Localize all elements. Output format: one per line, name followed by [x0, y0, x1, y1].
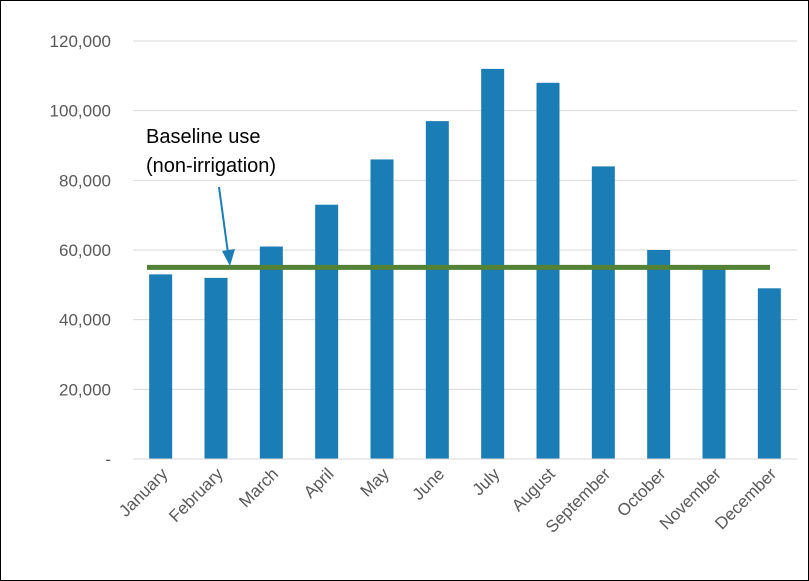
baseline-annotation: Baseline use (non-irrigation): [146, 126, 276, 266]
annotation-arrow-head: [222, 249, 235, 266]
baseline-label-line1: Baseline use: [146, 126, 261, 148]
x-tick-label: February: [165, 464, 227, 526]
x-tick-label: December: [711, 464, 780, 533]
y-tick-label: 120,000: [50, 32, 111, 51]
bar: [536, 82, 560, 460]
x-tick-label: October: [613, 464, 669, 520]
gridlines: [133, 40, 797, 390]
y-tick-label: 20,000: [59, 380, 111, 399]
x-tick-label: August: [508, 464, 559, 515]
y-axis-tick-labels: - 20,000 40,000 60,000 80,000 100,000 120,000: [50, 32, 111, 469]
bar: [757, 288, 781, 459]
annotation-arrow: [218, 186, 229, 254]
x-tick-label: April: [300, 464, 337, 501]
bar: [149, 274, 173, 459]
bar: [647, 250, 671, 459]
y-tick-label: 100,000: [50, 102, 111, 121]
bar: [315, 204, 339, 459]
bar: [481, 68, 505, 459]
bar: [259, 246, 283, 459]
bar: [370, 159, 394, 459]
x-tick-label: March: [235, 464, 282, 511]
y-tick-label: 60,000: [59, 241, 111, 260]
x-tick-label: May: [357, 464, 393, 500]
y-tick-label: 80,000: [59, 171, 111, 190]
y-tick-label: -: [105, 450, 111, 469]
bar: [425, 121, 449, 459]
bar: [204, 277, 228, 459]
x-tick-label: January: [115, 464, 172, 521]
bar: [702, 267, 726, 459]
baseline-label-line2: (non-irrigation): [146, 155, 276, 177]
bars: [149, 68, 781, 460]
bar: [591, 166, 615, 459]
x-tick-label: July: [469, 464, 504, 499]
y-tick-label: 40,000: [59, 311, 111, 330]
x-tick-label: June: [409, 464, 449, 504]
